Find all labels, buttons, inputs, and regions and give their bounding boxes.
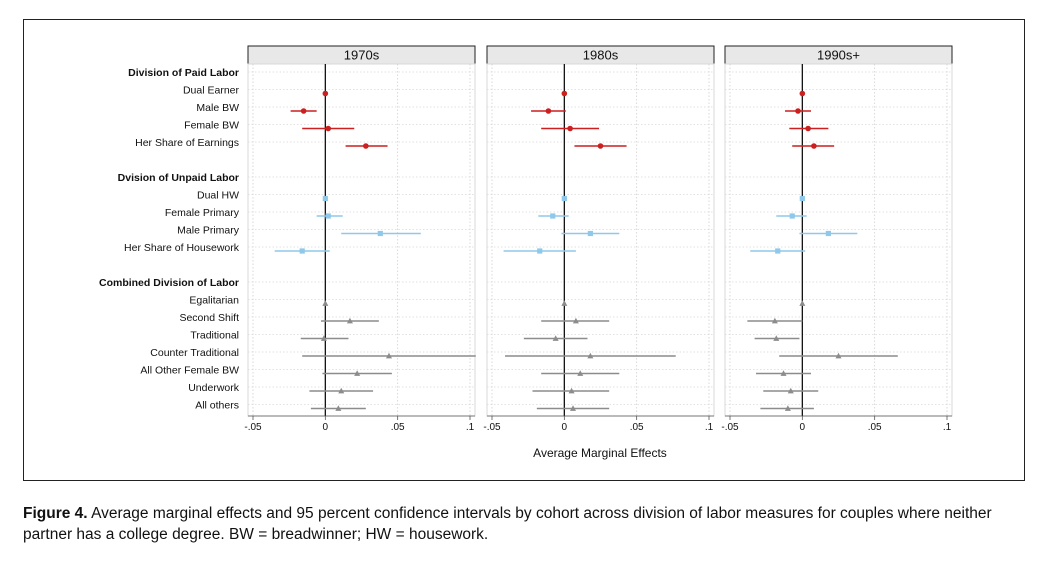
point-estimate xyxy=(787,387,794,394)
point-estimate xyxy=(320,335,327,341)
point-estimate xyxy=(835,352,842,359)
point-estimate xyxy=(780,370,787,376)
group-heading: Dvision of Unpaid Labor xyxy=(118,172,239,184)
row-label: All others xyxy=(195,400,239,412)
point-estimate xyxy=(338,387,345,394)
point-estimate xyxy=(799,300,806,306)
row-label: Counter Traditional xyxy=(150,347,239,359)
figure-frame: Division of Paid Labor Dual Earner Male BW… xyxy=(23,19,1025,481)
point-estimate xyxy=(385,352,392,359)
x-tick-label: -.05 xyxy=(721,422,739,433)
point-estimate xyxy=(799,90,806,97)
point-estimate xyxy=(799,195,805,202)
point-estimate xyxy=(537,248,543,254)
row-label: Underwork xyxy=(188,382,240,394)
figure-label: Figure 4. xyxy=(23,505,88,522)
row-label: Female Primary xyxy=(165,207,240,219)
row-label: Male BW xyxy=(196,102,239,114)
point-estimate xyxy=(325,213,331,219)
point-estimate xyxy=(805,125,811,132)
point-estimate xyxy=(587,352,594,359)
row-label: Her Share of Housework xyxy=(124,242,240,254)
row-label: All Other Female BW xyxy=(140,365,239,377)
point-estimate xyxy=(773,335,780,341)
x-tick-label: .1 xyxy=(705,422,714,433)
row-label: Female BW xyxy=(184,120,239,132)
group-heading: Combined Division of Labor xyxy=(99,277,239,289)
point-estimate xyxy=(322,195,328,202)
point-estimate xyxy=(795,108,801,114)
point-estimate xyxy=(597,143,604,149)
point-estimate xyxy=(335,405,342,411)
point-estimate xyxy=(775,248,781,254)
panel-title: 1970s xyxy=(344,48,380,63)
point-estimate xyxy=(570,405,577,411)
point-estimate xyxy=(567,125,573,132)
point-estimate xyxy=(299,248,305,254)
point-estimate xyxy=(346,317,353,324)
row-label: Her Share of Earnings xyxy=(135,137,239,149)
forest-plot: Division of Paid Labor Dual Earner Male BW… xyxy=(99,45,953,460)
point-estimate xyxy=(550,213,556,219)
point-estimate xyxy=(322,90,329,97)
row-label: Male Primary xyxy=(177,225,240,237)
point-estimate xyxy=(325,125,332,132)
panel-title: 1980s xyxy=(583,48,619,63)
point-estimate xyxy=(300,108,307,114)
point-estimate xyxy=(572,317,579,324)
point-estimate xyxy=(377,230,383,237)
panel-plot-area xyxy=(247,63,476,417)
x-tick-label: .1 xyxy=(943,422,952,433)
panel-title: 1990s+ xyxy=(817,48,860,63)
x-axis-title: Average Marginal Effects xyxy=(533,446,667,460)
x-tick-label: 0 xyxy=(562,422,568,433)
point-estimate xyxy=(789,213,795,219)
point-estimate xyxy=(561,90,568,97)
point-estimate xyxy=(771,317,778,324)
x-tick-label: -.05 xyxy=(483,422,501,433)
point-estimate xyxy=(561,195,567,202)
group-heading: Division of Paid Labor xyxy=(128,67,239,79)
row-label: Traditional xyxy=(190,330,239,342)
point-estimate xyxy=(811,143,817,149)
x-tick-label: .05 xyxy=(630,422,644,433)
point-estimate xyxy=(825,230,831,237)
figure-caption: Figure 4. Average marginal effects and 9… xyxy=(23,503,1023,545)
row-label: Egalitarian xyxy=(189,295,239,307)
row-label: Dual HW xyxy=(197,190,239,202)
point-estimate xyxy=(568,387,575,394)
row-label: Dual Earner xyxy=(183,85,240,97)
point-estimate xyxy=(561,300,568,306)
point-estimate xyxy=(587,230,593,237)
point-estimate xyxy=(552,335,559,341)
row-label: Second Shift xyxy=(179,312,239,324)
figure-caption-text: Average marginal effects and 95 percent … xyxy=(23,505,992,543)
x-tick-label: .05 xyxy=(391,422,405,433)
x-tick-label: 0 xyxy=(800,422,806,433)
x-tick-label: -.05 xyxy=(244,422,262,433)
x-tick-label: .05 xyxy=(868,422,882,433)
point-estimate xyxy=(784,405,791,411)
x-tick-label: .1 xyxy=(466,422,475,433)
point-estimate xyxy=(363,143,369,149)
point-estimate xyxy=(577,370,584,376)
panel-plot-area xyxy=(486,63,715,417)
panel-plot-area xyxy=(724,63,953,417)
point-estimate xyxy=(354,370,361,376)
point-estimate xyxy=(322,300,329,306)
x-tick-label: 0 xyxy=(323,422,329,433)
point-estimate xyxy=(545,108,552,114)
